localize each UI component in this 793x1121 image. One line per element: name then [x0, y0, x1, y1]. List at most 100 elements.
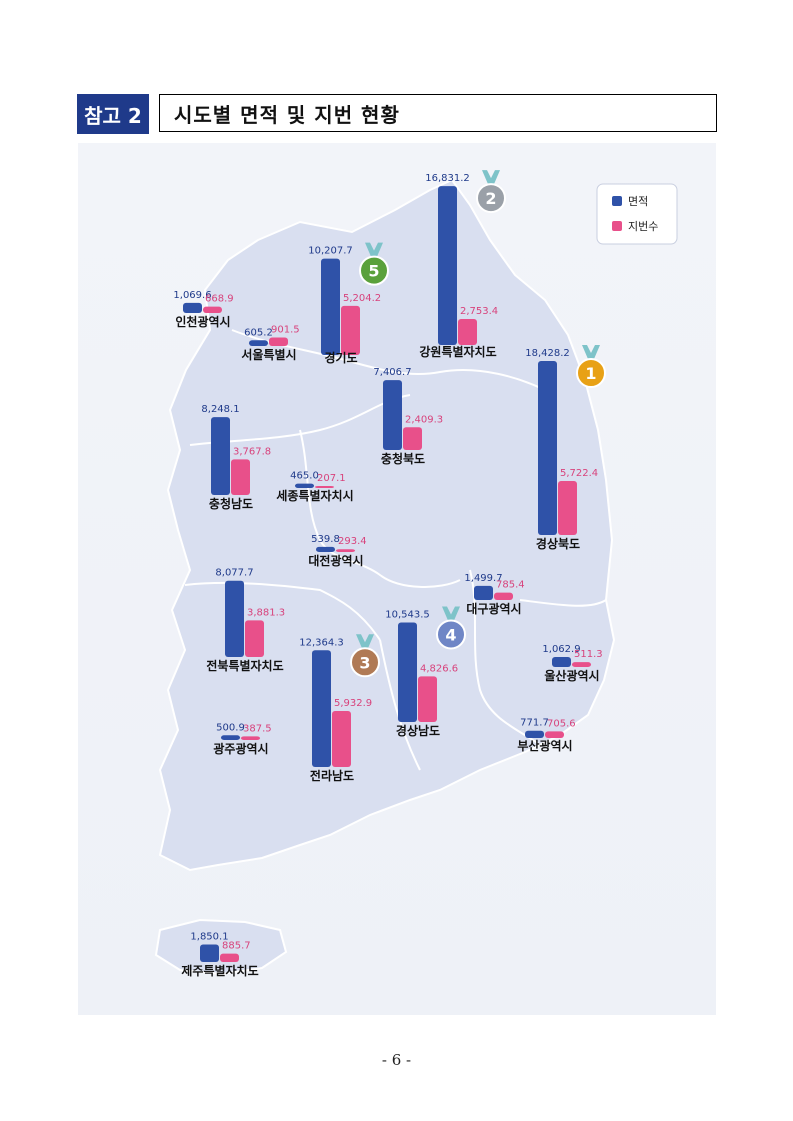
bar-area-region-16	[200, 944, 219, 962]
bar-parcels-region-3	[458, 319, 477, 345]
region-11-group: 12,364.3 5,932.9 전라남도 3	[299, 634, 380, 783]
rank-medal-icon-region-12: 4	[436, 606, 466, 650]
region-name-region-11: 전라남도	[310, 768, 354, 783]
value-label-area-region-1: 605.2	[244, 327, 273, 338]
bar-parcels-region-13	[572, 662, 591, 667]
value-label-area-region-12: 10,543.5	[385, 609, 430, 620]
legend: 면적 지번수	[596, 183, 678, 245]
medal-ribbon-icon	[356, 634, 374, 649]
bar-area-region-7	[295, 483, 314, 488]
page-header: 참고 2 시도별 면적 및 지번 현황	[77, 94, 719, 134]
bar-parcels-region-15	[545, 731, 564, 738]
region-name-region-9: 대구광역시	[466, 601, 521, 616]
value-label-area-region-5: 7,406.7	[373, 367, 411, 378]
region-4-group: 18,428.2 5,722.4 경상북도 1	[525, 345, 606, 551]
province-borders	[184, 329, 607, 771]
bar-parcels-region-8	[336, 549, 355, 552]
region-name-region-1: 서울특별시	[241, 347, 296, 362]
value-label-parcels-region-3: 2,753.4	[460, 306, 498, 317]
bar-parcels-region-14	[241, 736, 260, 740]
value-label-parcels-region-15: 705.6	[547, 718, 576, 729]
legend-swatch-area	[612, 196, 622, 206]
value-label-parcels-region-0: 668.9	[205, 294, 234, 305]
value-label-area-region-0: 1,069.6	[173, 290, 211, 301]
medal-rank-number: 1	[585, 364, 596, 383]
region-name-region-0: 인천광역시	[175, 314, 230, 329]
medal-circle-icon	[436, 619, 466, 650]
bar-parcels-region-1	[269, 337, 288, 346]
region-name-region-8: 대전광역시	[308, 553, 363, 568]
value-label-area-region-2: 10,207.7	[308, 246, 353, 257]
bar-parcels-region-5	[403, 427, 422, 450]
mainland-shape	[158, 178, 616, 872]
bar-area-region-10	[225, 580, 244, 657]
value-label-area-region-8: 539.8	[311, 534, 340, 545]
medal-ribbon-icon	[365, 242, 383, 257]
reference-badge: 참고 2	[77, 94, 149, 134]
medal-ribbon-icon	[482, 170, 500, 185]
medal-circle-icon	[359, 255, 389, 286]
legend-label-area: 면적	[628, 195, 648, 208]
value-label-area-region-4: 18,428.2	[525, 348, 570, 359]
bar-area-region-4	[538, 361, 557, 535]
region-5-group: 7,406.7 2,409.3 충청북도	[373, 367, 443, 466]
bar-area-region-15	[525, 730, 544, 738]
bar-parcels-region-0	[203, 306, 222, 313]
region-name-region-5: 충청북도	[381, 451, 425, 466]
value-label-area-region-7: 465.0	[290, 471, 319, 482]
bar-parcels-region-2	[341, 305, 360, 355]
value-label-parcels-region-6: 3,767.8	[233, 446, 271, 457]
rank-medal-icon-region-3: 2	[476, 170, 506, 214]
value-label-parcels-region-5: 2,409.3	[405, 414, 443, 425]
value-label-parcels-region-12: 4,826.6	[420, 663, 458, 674]
region-name-region-2: 경기도	[324, 350, 357, 365]
region-name-region-14: 광주광역시	[213, 741, 268, 756]
bar-area-region-2	[321, 258, 340, 355]
value-label-area-region-14: 500.9	[216, 722, 245, 733]
value-label-parcels-region-11: 5,932.9	[334, 698, 372, 709]
bar-area-region-9	[474, 585, 493, 600]
region-10-group: 8,077.7 3,881.3 전북특별자치도	[206, 568, 285, 673]
rank-medal-icon-region-4: 1	[576, 345, 606, 388]
bar-parcels-region-12	[418, 676, 437, 722]
medal-circle-icon	[476, 183, 506, 214]
value-label-parcels-region-16: 885.7	[222, 941, 251, 952]
bar-area-region-14	[221, 735, 240, 740]
value-label-area-region-9: 1,499.7	[464, 573, 502, 584]
bar-parcels-region-6	[231, 459, 250, 495]
bar-area-region-8	[316, 546, 335, 552]
medal-ribbon-icon	[582, 345, 600, 359]
value-label-area-region-13: 1,062.9	[542, 644, 580, 655]
region-name-region-4: 경상북도	[536, 536, 580, 551]
region-name-region-15: 부산광역시	[517, 738, 572, 753]
value-label-parcels-region-13: 511.3	[574, 649, 603, 660]
korea-map	[154, 178, 616, 976]
rank-medal-icon-region-11: 3	[350, 634, 380, 678]
bar-parcels-region-7	[315, 486, 334, 488]
region-2-group: 10,207.7 5,204.2 경기도 5	[308, 242, 389, 365]
bar-area-region-11	[312, 650, 331, 767]
bar-parcels-region-11	[332, 710, 351, 767]
value-label-parcels-region-10: 3,881.3	[247, 607, 285, 618]
value-label-area-region-16: 1,850.1	[190, 932, 228, 943]
rank-medal-icon-region-2: 5	[359, 242, 389, 286]
region-name-region-10: 전북특별자치도	[206, 658, 283, 673]
medal-circle-icon	[350, 647, 380, 678]
legend-box	[596, 183, 678, 245]
bar-area-region-6	[211, 417, 230, 495]
bar-area-region-3	[438, 186, 457, 345]
value-label-parcels-region-14: 387.5	[243, 723, 272, 734]
region-name-region-7: 세종특별자치시	[276, 488, 353, 503]
bar-area-region-0	[183, 302, 202, 313]
value-label-area-region-10: 8,077.7	[215, 568, 253, 579]
value-label-area-region-6: 8,248.1	[201, 404, 239, 415]
value-label-parcels-region-2: 5,204.2	[343, 293, 381, 304]
region-name-region-6: 충청남도	[209, 496, 253, 511]
